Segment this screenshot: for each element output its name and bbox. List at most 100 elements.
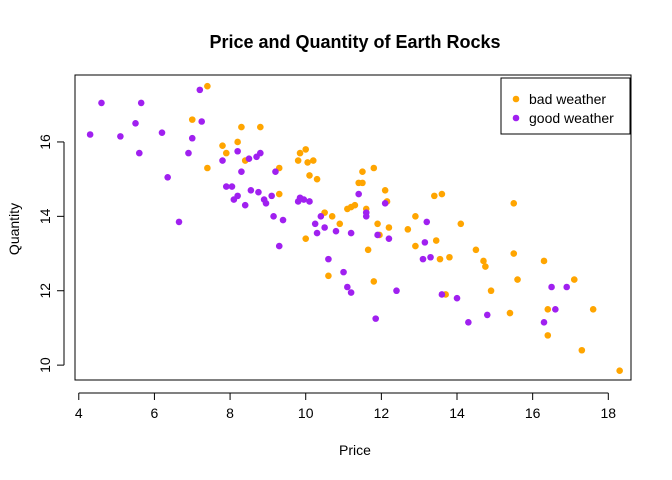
data-point: [300, 196, 308, 203]
data-point: [385, 235, 393, 242]
data-point: [247, 187, 255, 194]
data-point: [548, 283, 555, 291]
data-point: [262, 200, 270, 207]
data-point: [196, 86, 204, 94]
x-tick-label: 6: [151, 405, 159, 421]
data-point: [506, 309, 514, 317]
data-point: [222, 149, 230, 157]
data-point: [238, 123, 245, 131]
data-points: [86, 82, 623, 375]
series-1: [86, 86, 571, 326]
data-point: [304, 159, 311, 166]
x-tick-label: 16: [525, 405, 541, 421]
data-point: [257, 149, 264, 157]
legend-marker: [512, 114, 520, 122]
data-point: [436, 255, 444, 263]
series-0: [188, 82, 623, 375]
data-point: [510, 200, 518, 207]
data-point: [313, 229, 321, 237]
data-point: [438, 291, 446, 298]
data-point: [457, 220, 465, 228]
data-point: [423, 218, 431, 226]
x-tick-label: 10: [298, 405, 314, 421]
data-point: [317, 213, 325, 220]
data-point: [296, 149, 304, 157]
data-point: [482, 263, 489, 270]
y-tick-label: 14: [37, 208, 53, 224]
data-point: [279, 216, 287, 224]
data-point: [381, 200, 389, 207]
data-point: [255, 188, 262, 196]
y-tick-label: 10: [37, 357, 53, 373]
data-point: [563, 283, 571, 291]
y-axis-label: Quantity: [6, 203, 22, 255]
data-point: [328, 213, 336, 220]
data-point: [137, 99, 145, 107]
data-point: [616, 367, 623, 375]
data-point: [427, 253, 434, 261]
data-point: [132, 120, 139, 127]
data-point: [234, 138, 241, 146]
x-axis-label: Price: [339, 442, 371, 458]
data-point: [313, 175, 321, 183]
data-point: [309, 157, 317, 164]
data-point: [465, 319, 472, 326]
data-point: [175, 218, 183, 226]
data-point: [362, 209, 370, 216]
data-point: [372, 315, 379, 322]
data-point: [487, 287, 495, 295]
data-point: [412, 242, 419, 250]
data-point: [514, 276, 521, 283]
data-point: [321, 224, 328, 231]
data-point: [86, 131, 94, 138]
data-point: [344, 283, 351, 291]
x-tick-label: 8: [226, 405, 234, 421]
data-point: [544, 306, 552, 313]
data-point: [347, 289, 355, 296]
data-point: [483, 311, 491, 319]
data-point: [268, 192, 275, 200]
data-point: [270, 213, 277, 220]
data-point: [544, 332, 552, 339]
data-point: [294, 157, 302, 164]
data-point: [311, 220, 319, 228]
data-point: [340, 268, 347, 276]
data-point: [374, 231, 381, 239]
data-point: [370, 164, 378, 172]
data-point: [257, 123, 264, 131]
data-point: [164, 173, 171, 181]
data-point: [117, 133, 124, 140]
data-point: [404, 226, 412, 233]
data-point: [234, 192, 241, 200]
data-point: [419, 255, 427, 263]
data-point: [306, 198, 313, 205]
data-point: [325, 255, 332, 263]
data-point: [272, 168, 279, 176]
data-point: [374, 220, 381, 228]
data-point: [412, 213, 419, 220]
data-point: [421, 239, 429, 246]
data-point: [336, 220, 344, 228]
x-axis: 4 6 8 10 12 14 16 18: [75, 392, 617, 421]
x-tick-label: 18: [601, 405, 617, 421]
data-point: [241, 201, 249, 209]
data-point: [578, 346, 586, 354]
data-point: [359, 179, 366, 187]
data-point: [432, 237, 440, 244]
legend-marker: [512, 95, 520, 103]
data-point: [204, 82, 211, 90]
data-point: [135, 149, 143, 157]
data-point: [359, 168, 366, 176]
data-point: [446, 253, 453, 261]
data-point: [431, 192, 438, 200]
data-point: [370, 278, 378, 285]
y-axis: 10 12 14 16: [37, 134, 65, 373]
data-point: [306, 172, 313, 179]
data-point: [540, 257, 548, 265]
data-point: [570, 276, 578, 283]
x-tick-label: 12: [374, 405, 390, 421]
data-point: [385, 224, 393, 231]
plot-frame: [74, 74, 632, 381]
data-point: [355, 190, 362, 198]
